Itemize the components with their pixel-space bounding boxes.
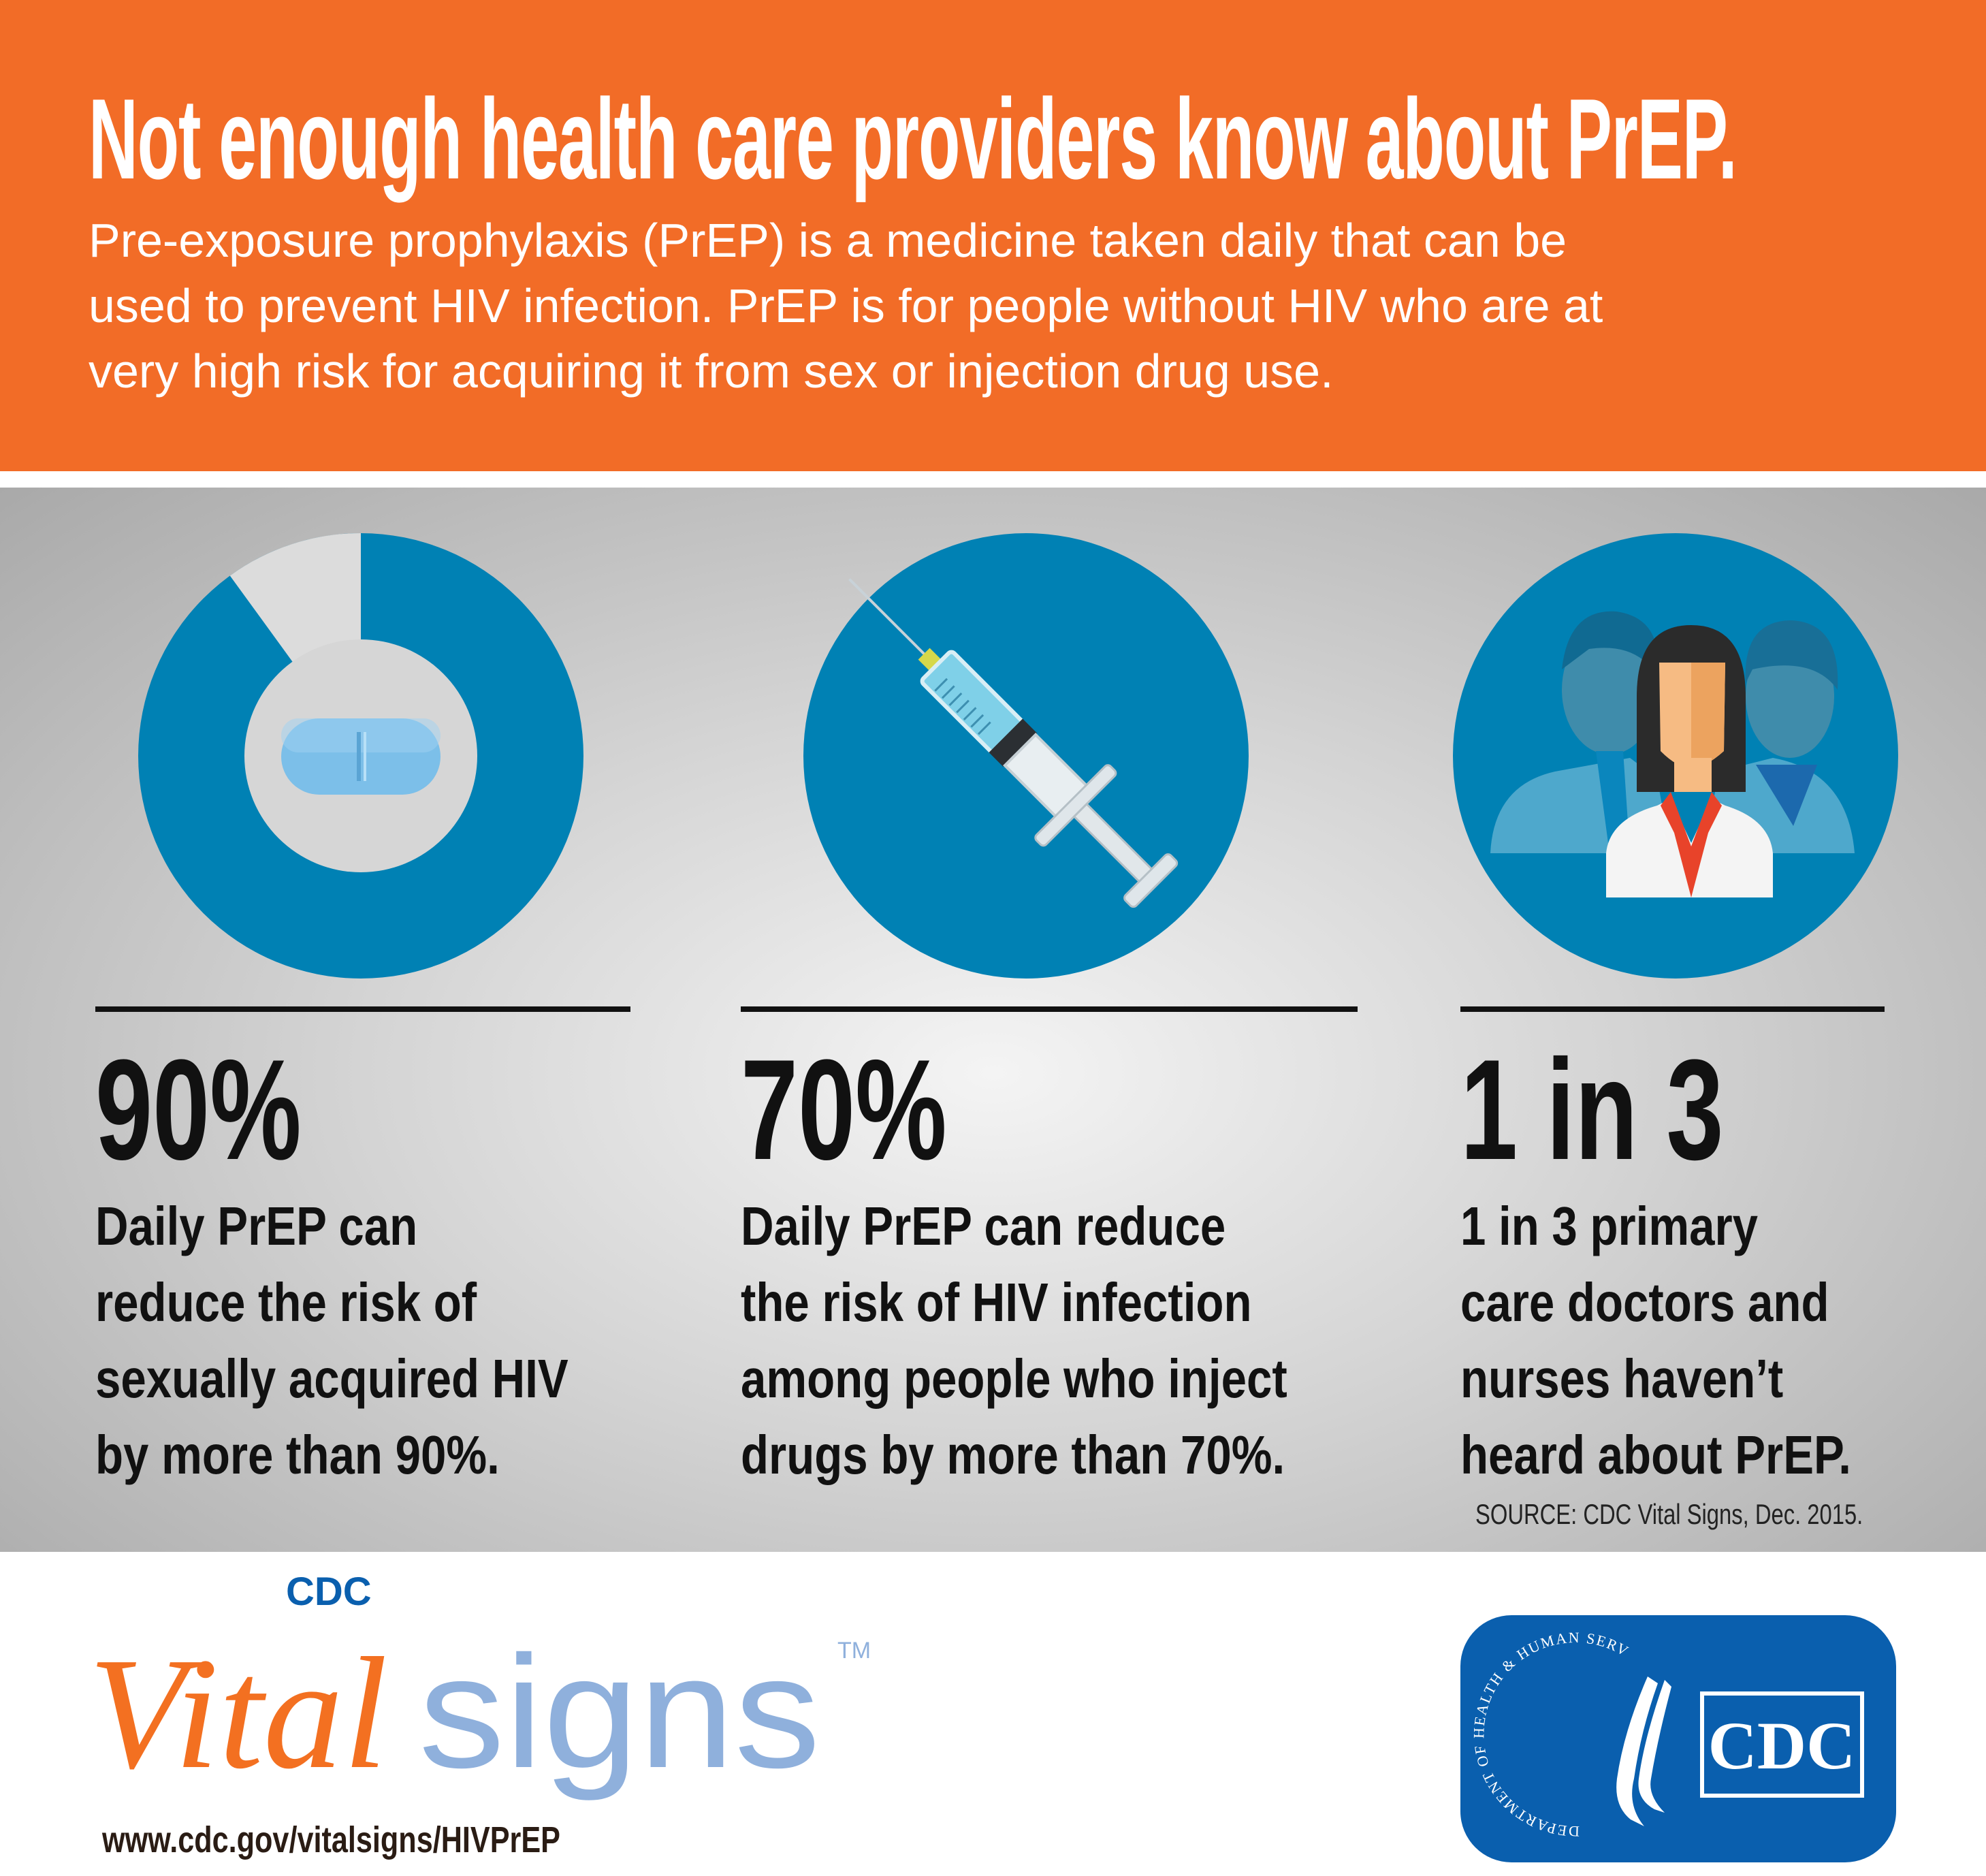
divider-rule — [1460, 1006, 1885, 1012]
description-line: Daily PrEP can reduce — [741, 1196, 1226, 1256]
description-line: drugs by more than 70%. — [741, 1425, 1285, 1485]
description-line: nurses haven’t — [1460, 1348, 1784, 1409]
description-line: heard about PrEP. — [1460, 1425, 1851, 1485]
hhs-eagle-profile — [1616, 1676, 1658, 1826]
cdc-badge-text: CDC — [1708, 1708, 1856, 1783]
logo-vital-text: Vital — [89, 1625, 387, 1802]
female-provider — [1606, 625, 1773, 897]
hhs-cdc-logo: DEPARTMENT OF HEALTH & HUMAN SERVICES·US… — [1454, 1602, 1896, 1862]
stat-value-1-in-3: 1 in 3 — [1460, 1030, 1724, 1190]
website-link[interactable]: www.cdc.gov/vitalsigns/HIVPrEP — [102, 1819, 560, 1860]
logo-tm-text: TM — [837, 1638, 871, 1664]
description-line: reduce the risk of — [95, 1272, 477, 1333]
hhs-seal-icon: DEPARTMENT OF HEALTH & HUMAN SERVICES·US… — [1454, 1602, 1864, 1840]
hhs-seal-text: DEPARTMENT OF HEALTH & HUMAN SERVICES·US… — [1460, 1615, 1633, 1840]
syringe — [848, 578, 1179, 908]
source-note: SOURCE: CDC Vital Signs, Dec. 2015. — [1475, 1498, 1863, 1530]
cdc-vitalsigns-logo: CDC Vital signs TM — [89, 1570, 871, 1802]
description-line: Daily PrEP can — [95, 1196, 418, 1256]
stat-description: Daily PrEP can reduce the risk of sexual… — [95, 1188, 568, 1493]
subtitle-line: Pre-exposure prophylaxis (PrEP) is a med… — [89, 214, 1567, 267]
description-line: care doctors and — [1460, 1272, 1829, 1333]
logo-signs-text: signs — [419, 1622, 820, 1801]
description-line: sexually acquired HIV — [95, 1348, 568, 1409]
stat-value-70-percent: 70% — [741, 1030, 947, 1190]
description-line: the risk of HIV infection — [741, 1272, 1252, 1333]
health-care-providers-icon — [1453, 533, 1898, 979]
stat-description: 1 in 3 primary care doctors and nurses h… — [1460, 1188, 1851, 1493]
subtitle-line: used to prevent HIV infection. PrEP is f… — [89, 279, 1603, 332]
stat-value-90-percent: 90% — [95, 1030, 302, 1190]
syringe-icon — [803, 533, 1249, 979]
page-subtitle: Pre-exposure prophylaxis (PrEP) is a med… — [89, 208, 1927, 404]
hhs-eagle-profile — [1638, 1680, 1671, 1813]
divider-rule — [741, 1006, 1358, 1012]
stat-description: Daily PrEP can reduce the risk of HIV in… — [741, 1188, 1287, 1493]
description-line: among people who inject — [741, 1348, 1287, 1409]
pill-donut-icon — [138, 533, 583, 979]
header-banner — [0, 0, 1986, 471]
subtitle-line: very high risk for acquiring it from sex… — [89, 345, 1334, 398]
page-title: Not enough health care providers know ab… — [89, 75, 1737, 203]
male-provider-silhouette — [1490, 611, 1671, 853]
description-line: by more than 90%. — [95, 1425, 500, 1485]
cdc-badge-frame — [1700, 1691, 1864, 1798]
logo-cdc-text: CDC — [286, 1570, 372, 1614]
description-line: 1 in 3 primary — [1460, 1196, 1758, 1256]
divider-rule — [95, 1006, 630, 1012]
